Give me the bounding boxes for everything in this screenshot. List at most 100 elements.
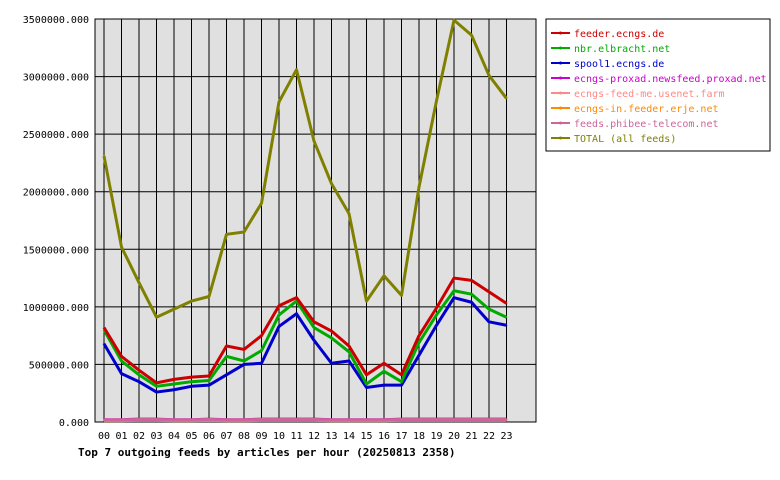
data-point [400, 373, 403, 376]
data-point [505, 97, 508, 100]
data-point [225, 355, 228, 358]
data-point [103, 326, 105, 329]
data-point [243, 231, 245, 233]
data-point [365, 300, 368, 302]
data-point [400, 384, 403, 386]
legend-marker [559, 106, 562, 110]
data-point [488, 74, 490, 77]
data-point [243, 348, 245, 351]
legend-marker [559, 46, 562, 50]
data-point [155, 418, 158, 421]
data-point [488, 321, 490, 323]
data-point [260, 418, 263, 421]
data-point [278, 325, 280, 328]
data-point [155, 391, 158, 393]
data-point [208, 375, 210, 377]
data-point [383, 362, 385, 365]
grid-y [95, 18, 536, 423]
data-point [435, 418, 438, 421]
data-point [505, 302, 508, 305]
series-line-2 [102, 296, 507, 394]
data-point [173, 388, 175, 391]
legend-box [545, 18, 771, 152]
y-tick-label: 3500000.000 [23, 15, 89, 26]
data-point [453, 19, 455, 21]
data-point [120, 372, 123, 375]
legend-marker [559, 61, 562, 65]
data-point [348, 212, 350, 215]
chart-title: Top 7 outgoing feeds by articles per hou… [78, 446, 456, 459]
legend-label: ecngs-proxad.newsfeed.proxad.net [574, 74, 767, 85]
data-point [470, 418, 473, 421]
legend-label: feeder.ecngs.de [574, 29, 664, 40]
data-point [138, 418, 140, 421]
data-point [348, 360, 350, 362]
data-point [278, 101, 280, 103]
y-tick-labels: 0.000 500000.000 1000000.000 1500000.000 200… [23, 15, 89, 429]
data-point [243, 360, 245, 362]
data-point [488, 418, 490, 421]
data-point [470, 293, 473, 295]
data-point [330, 337, 333, 339]
data-point [330, 362, 333, 365]
data-point [453, 296, 455, 299]
series-layer [102, 18, 508, 423]
x-tick-label: 06 [203, 431, 215, 442]
data-point [190, 300, 193, 302]
data-point [435, 324, 438, 327]
legend-marker [559, 91, 562, 95]
data-point [383, 274, 385, 277]
data-point [418, 334, 420, 337]
data-point [383, 370, 385, 373]
data-point [138, 369, 140, 371]
data-point [138, 281, 140, 284]
data-point [190, 380, 193, 383]
data-point [208, 295, 210, 298]
legend-label: feeds.phibee-telecom.net [574, 119, 719, 130]
y-tick-label: 500000.000 [29, 360, 89, 371]
data-point [488, 308, 490, 310]
x-tick-label: 08 [238, 431, 250, 442]
data-point [418, 186, 420, 188]
data-point [260, 362, 263, 365]
data-point [383, 384, 385, 386]
data-point [103, 419, 105, 421]
data-point [295, 312, 298, 315]
x-tick-label: 07 [220, 431, 232, 442]
data-point [505, 316, 508, 319]
legend-label: ecngs-feed-me.usenet.farm [574, 89, 725, 100]
x-tick-label: 10 [273, 431, 285, 442]
x-tick-label: 15 [360, 431, 372, 442]
data-point [400, 294, 403, 297]
x-tick-label: 11 [290, 431, 302, 442]
data-point [505, 418, 508, 421]
y-tick-label: 3000000.000 [23, 73, 89, 84]
series-line-1 [102, 289, 508, 388]
legend-marker [559, 121, 562, 125]
x-tick-label: 01 [115, 431, 127, 442]
data-point [190, 385, 193, 388]
data-point [470, 34, 473, 36]
data-point [190, 376, 193, 378]
data-point [418, 341, 420, 344]
x-tick-label: 12 [308, 431, 320, 442]
plot-border [94, 18, 537, 423]
data-point [120, 246, 123, 248]
legend-label: spool1.ecngs.de [574, 59, 664, 70]
data-point [103, 342, 105, 345]
x-tick-label: 20 [448, 431, 460, 442]
data-point [155, 316, 158, 319]
data-point [225, 419, 228, 421]
data-point [313, 326, 315, 329]
data-point [313, 321, 315, 323]
data-point [365, 383, 368, 385]
x-tick-label: 23 [500, 431, 512, 442]
data-point [138, 373, 140, 376]
data-point [348, 345, 350, 347]
data-point [260, 334, 263, 337]
series-line-0 [102, 276, 508, 385]
x-tick-label: 03 [150, 431, 162, 442]
y-tick-label: 1000000.000 [23, 303, 89, 314]
data-point [400, 418, 403, 421]
